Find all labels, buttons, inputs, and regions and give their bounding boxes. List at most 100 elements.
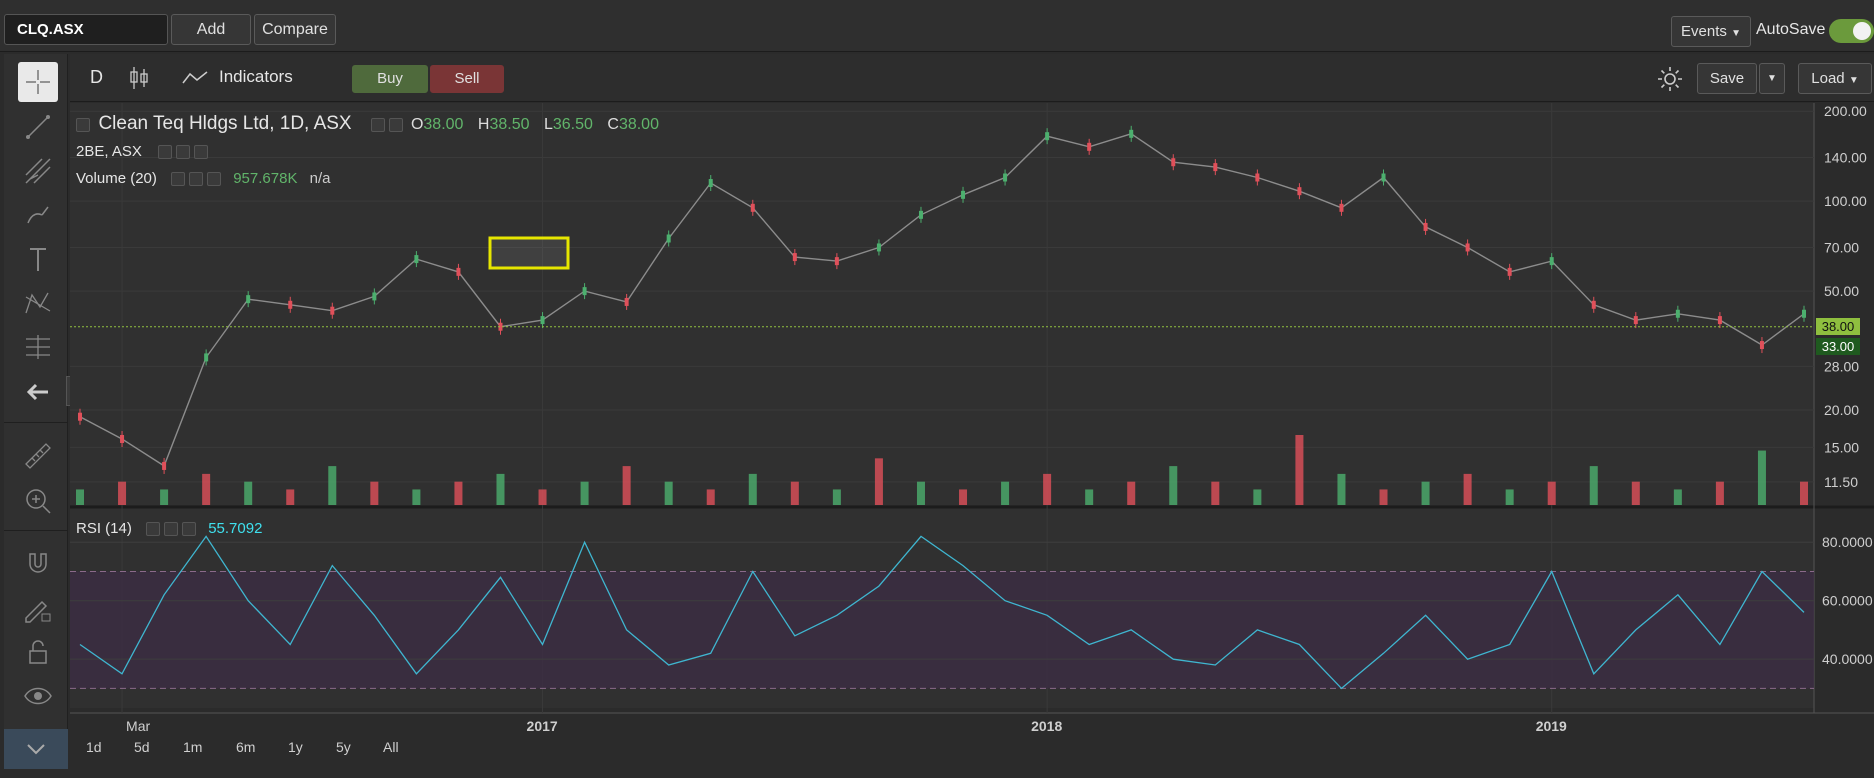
save-button[interactable]: Save: [1697, 63, 1757, 94]
pencil-lock-icon: [25, 600, 51, 623]
period-button[interactable]: D: [90, 67, 103, 87]
unlock-icon: [29, 640, 47, 664]
pattern-icon: [25, 292, 51, 314]
remove-tool[interactable]: [18, 372, 58, 412]
volume-bar: [1589, 466, 1598, 505]
price-tick-label: 70.00: [1824, 239, 1859, 255]
range-button-1m[interactable]: 1m: [183, 739, 203, 755]
volume-bar: [454, 481, 463, 505]
caret-down-icon: ▼: [1731, 28, 1741, 39]
trend-line-tool[interactable]: [18, 107, 58, 147]
selection-box: [488, 236, 570, 270]
lock-drawing-tool[interactable]: [18, 588, 58, 628]
range-button-5d[interactable]: 5d: [134, 739, 150, 755]
events-dropdown[interactable]: Events ▼: [1671, 16, 1751, 47]
candle-body: [1213, 163, 1218, 172]
volume-bar: [328, 466, 337, 505]
range-button-6m[interactable]: 6m: [236, 739, 256, 755]
candle-body: [961, 190, 966, 199]
volume-bar: [1421, 481, 1430, 505]
candle-body: [1759, 341, 1764, 350]
pattern-tool[interactable]: [18, 283, 58, 323]
candle-body: [834, 257, 839, 266]
volume-bar: [1295, 435, 1304, 505]
candlestick-icon: [130, 67, 148, 89]
ruler-tool[interactable]: [18, 436, 58, 476]
brush-icon: [27, 206, 49, 224]
close-icon[interactable]: [207, 172, 222, 187]
close-icon[interactable]: [182, 522, 197, 537]
price-tick-label: 140.00: [1824, 149, 1867, 165]
volume-bar: [160, 489, 169, 505]
candle-body: [414, 255, 419, 264]
rsi-tick-label: 40.0000: [1822, 651, 1873, 667]
range-button-5y[interactable]: 5y: [336, 739, 351, 755]
volume-bar: [832, 489, 841, 505]
indicators-icon-wrap[interactable]: [182, 69, 208, 87]
chart-area[interactable]: 200.00 140.00 100.00 70.00 50.00 28.00 20.00 15…: [70, 103, 1874, 768]
zoom-tool[interactable]: [18, 481, 58, 521]
volume-bar: [1505, 489, 1514, 505]
chart-type-button[interactable]: [128, 65, 152, 91]
volume-ma-value: n/a: [309, 170, 331, 187]
settings-button[interactable]: [1656, 65, 1684, 93]
more-tools-button[interactable]: [4, 729, 68, 769]
open-value: 38.00: [423, 116, 464, 133]
candle-body: [78, 412, 82, 421]
indicators-button[interactable]: Indicators: [219, 67, 293, 86]
crosshair-tool[interactable]: [18, 62, 58, 102]
close-label: C: [607, 116, 619, 133]
volume-bar: [1001, 481, 1010, 505]
settings-icon[interactable]: [176, 145, 191, 160]
settings-icon[interactable]: [164, 522, 179, 537]
volume-bar: [1127, 481, 1136, 505]
candle-body: [1339, 203, 1344, 212]
candle-body: [288, 300, 293, 309]
compare-price-badge: 33.00: [1816, 338, 1860, 355]
add-button[interactable]: Add: [171, 14, 251, 45]
range-button-1d[interactable]: 1d: [86, 739, 102, 755]
text-icon: [30, 248, 46, 271]
chart-canvas[interactable]: 200.00 140.00 100.00 70.00 50.00 28.00 20.00 15…: [70, 103, 1874, 768]
lock-all-tool[interactable]: [18, 632, 58, 672]
high-value: 38.50: [489, 116, 530, 133]
sell-button[interactable]: Sell: [430, 65, 504, 93]
drawing-tools-sidebar: [4, 54, 68, 769]
volume-bar: [1253, 489, 1262, 505]
visibility-icon[interactable]: [171, 172, 186, 187]
range-button-all[interactable]: All: [383, 739, 399, 755]
load-dropdown[interactable]: Load ▼: [1798, 63, 1872, 94]
settings-icon[interactable]: [388, 117, 403, 132]
brush-tool[interactable]: [18, 195, 58, 235]
candle-body: [1087, 142, 1092, 151]
magnet-tool[interactable]: [18, 544, 58, 584]
close-icon[interactable]: [194, 145, 209, 160]
candle-body: [1549, 257, 1554, 266]
pitchfork-tool[interactable]: [18, 151, 58, 191]
save-options-button[interactable]: ▼: [1759, 63, 1785, 94]
visibility-icon[interactable]: [158, 145, 173, 160]
candle-body: [1381, 173, 1386, 182]
visibility-tool[interactable]: [18, 676, 58, 716]
candle-body: [1507, 267, 1512, 276]
collapse-legend-icon[interactable]: [76, 117, 90, 132]
settings-icon[interactable]: [189, 172, 204, 187]
range-button-1y[interactable]: 1y: [288, 739, 303, 755]
volume-bar: [622, 466, 631, 505]
legend-header: Clean Teq Hldgs Ltd, 1D, ASX O38.00 H38.…: [76, 113, 659, 135]
rsi-series-line: [79, 535, 1805, 690]
text-tool[interactable]: [18, 239, 58, 279]
time-tick-label: 2019: [1536, 718, 1567, 734]
visibility-icon[interactable]: [370, 117, 385, 132]
candle-body: [120, 435, 125, 444]
buy-button[interactable]: Buy: [352, 65, 428, 93]
visibility-icon[interactable]: [146, 522, 161, 537]
symbol-input[interactable]: CLQ.ASX: [4, 14, 168, 45]
candle-body: [1171, 158, 1176, 167]
prediction-tool[interactable]: [18, 327, 58, 367]
candle-body: [582, 287, 587, 296]
autosave-toggle[interactable]: [1829, 19, 1874, 43]
compare-button[interactable]: Compare: [254, 14, 336, 45]
volume-bar: [1757, 450, 1766, 505]
volume-bar: [244, 481, 253, 505]
